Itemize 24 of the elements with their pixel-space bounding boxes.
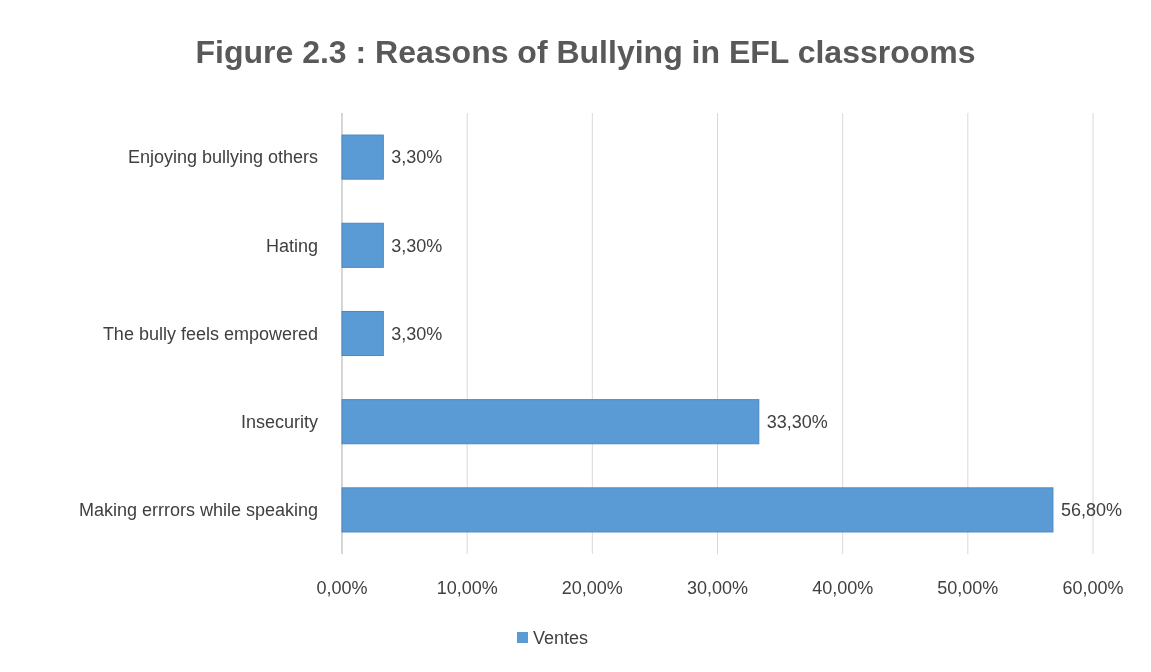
data-label: 3,30% (391, 323, 443, 344)
x-tick-label: 20,00% (561, 578, 623, 599)
bar (341, 487, 1054, 533)
y-tick-label: Enjoying bullying others (127, 147, 318, 168)
data-label: 56,80% (1060, 500, 1123, 521)
x-tick-label: 60,00% (1062, 578, 1124, 599)
x-tick-label: 10,00% (436, 578, 498, 599)
bar (341, 134, 384, 180)
bar (341, 399, 760, 445)
y-tick-label: The bully feels empowered (102, 323, 318, 344)
legend-label: Ventes (533, 628, 589, 649)
y-tick-label: Insecurity (240, 412, 318, 432)
x-tick-label: 30,00% (686, 578, 749, 599)
y-tick-label: Making errrors while speaking (78, 500, 318, 521)
bar (341, 222, 384, 268)
x-tick-label: 50,00% (937, 578, 999, 599)
bar (341, 310, 384, 357)
x-tick-label: 40,00% (812, 578, 874, 599)
x-tick-label: 0,00% (316, 578, 368, 599)
y-tick-label: Hating (265, 235, 318, 256)
data-label: 33,30% (766, 412, 828, 432)
chart-title: Figure 2.3 : Reasons of Bullying in EFL classrooms (195, 34, 976, 71)
data-label: 3,30% (391, 147, 443, 168)
data-label: 3,30% (391, 235, 443, 256)
